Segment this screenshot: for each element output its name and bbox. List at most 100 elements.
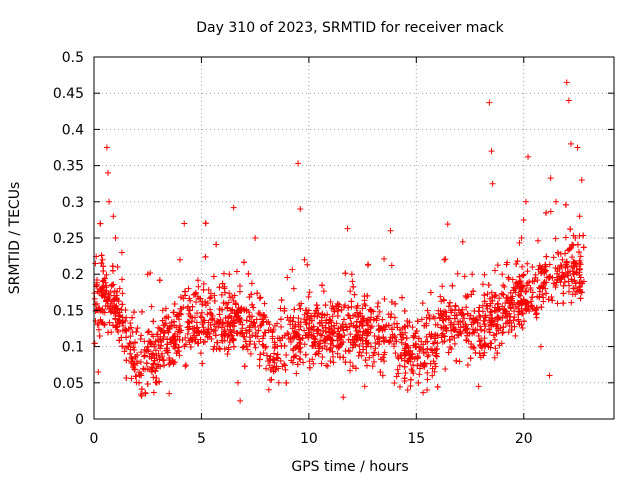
data-point xyxy=(496,295,503,302)
data-point xyxy=(168,339,175,346)
data-point xyxy=(500,324,507,331)
data-point xyxy=(283,379,290,386)
data-point xyxy=(451,326,458,333)
data-point xyxy=(378,356,385,363)
data-point xyxy=(490,332,497,339)
data-point xyxy=(459,306,466,313)
data-point xyxy=(424,307,431,314)
data-point xyxy=(133,358,140,365)
data-point xyxy=(208,336,215,343)
data-point xyxy=(420,350,427,357)
data-point xyxy=(98,260,105,267)
data-point xyxy=(519,263,526,270)
data-point xyxy=(275,379,282,386)
data-point xyxy=(334,307,341,314)
y-tick-label: 0.45 xyxy=(53,86,84,102)
data-point xyxy=(380,324,387,331)
data-point xyxy=(98,252,105,259)
data-point xyxy=(489,180,496,187)
data-point xyxy=(388,262,395,269)
data-point xyxy=(256,362,263,369)
data-point xyxy=(434,383,441,390)
data-point xyxy=(250,319,257,326)
data-point xyxy=(244,346,251,353)
data-point xyxy=(346,323,353,330)
data-point xyxy=(414,362,421,369)
data-point xyxy=(421,322,428,329)
data-point xyxy=(464,329,471,336)
data-point xyxy=(186,323,193,330)
data-point xyxy=(398,355,405,362)
data-point xyxy=(492,336,499,343)
data-point xyxy=(239,344,246,351)
data-point xyxy=(229,293,236,300)
data-point xyxy=(202,329,209,336)
data-point xyxy=(219,280,226,287)
data-point xyxy=(439,339,446,346)
data-point xyxy=(401,308,408,315)
data-point xyxy=(565,288,572,295)
data-point xyxy=(342,359,349,366)
data-point xyxy=(499,329,506,336)
data-point xyxy=(268,376,275,383)
data-point xyxy=(198,329,205,336)
data-point xyxy=(128,354,135,361)
x-axis-title: GPS time / hours xyxy=(291,459,408,475)
data-point xyxy=(153,375,160,382)
data-point xyxy=(393,373,400,380)
data-point xyxy=(155,362,162,369)
data-point xyxy=(561,279,568,286)
data-point xyxy=(505,329,512,336)
data-point xyxy=(478,326,485,333)
data-point xyxy=(255,327,262,334)
data-point xyxy=(370,352,377,359)
data-point xyxy=(529,278,536,285)
data-point xyxy=(375,299,382,306)
data-point xyxy=(481,298,488,305)
data-point xyxy=(181,343,188,350)
data-point xyxy=(484,290,491,297)
data-point xyxy=(350,342,357,349)
data-point xyxy=(323,317,330,324)
data-point xyxy=(344,311,351,318)
data-point xyxy=(145,346,152,353)
data-point xyxy=(119,343,126,350)
data-point xyxy=(334,350,341,357)
data-point xyxy=(566,245,573,252)
data-point xyxy=(569,241,576,248)
data-point xyxy=(254,290,261,297)
data-point xyxy=(478,344,485,351)
data-point xyxy=(369,363,376,370)
data-point xyxy=(402,369,409,376)
data-point xyxy=(296,344,303,351)
data-point xyxy=(177,294,184,301)
data-point xyxy=(306,324,313,331)
data-point xyxy=(418,316,425,323)
data-point xyxy=(534,237,541,244)
data-point xyxy=(189,303,196,310)
data-point xyxy=(160,322,167,329)
data-point xyxy=(529,294,536,301)
data-point xyxy=(211,297,218,304)
data-point xyxy=(115,298,122,305)
data-point xyxy=(128,324,135,331)
data-point xyxy=(446,315,453,322)
data-point xyxy=(567,244,574,251)
data-point xyxy=(574,288,581,295)
data-point xyxy=(281,332,288,339)
data-point xyxy=(361,383,368,390)
data-point xyxy=(472,316,479,323)
data-point xyxy=(434,345,441,352)
data-point xyxy=(374,303,381,310)
data-point xyxy=(291,328,298,335)
data-point xyxy=(200,280,207,287)
data-point xyxy=(306,289,313,296)
data-point xyxy=(381,338,388,345)
data-point xyxy=(401,352,408,359)
data-point xyxy=(481,328,488,335)
data-point xyxy=(150,318,157,325)
data-point xyxy=(266,362,273,369)
data-point xyxy=(226,338,233,345)
data-point xyxy=(491,267,498,274)
data-point xyxy=(320,337,327,344)
